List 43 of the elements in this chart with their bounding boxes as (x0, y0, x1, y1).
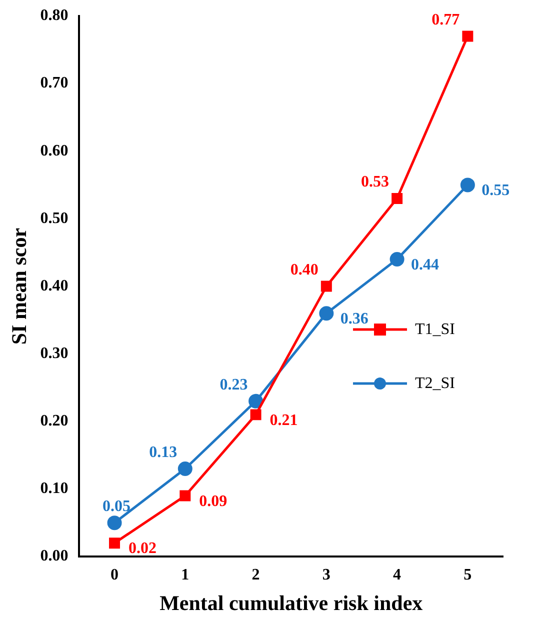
y-tick-label: 0.10 (40, 480, 68, 498)
y-tick-label: 0.20 (40, 412, 68, 430)
legend-label: T2_SI (415, 374, 455, 392)
point (462, 30, 474, 42)
point (107, 516, 122, 530)
y-tick-label: 0.00 (40, 548, 68, 565)
x-tick-label: 2 (252, 566, 260, 584)
point (109, 538, 120, 549)
data-label: 0.09 (199, 492, 228, 510)
x-tick-label: 4 (393, 566, 402, 584)
x-tick-label: 1 (181, 566, 190, 584)
y-tick-label: 0.60 (40, 142, 68, 160)
legend-label: T1_SI (415, 320, 455, 338)
data-label: 0.02 (128, 540, 157, 558)
x-tick-label: 5 (464, 566, 472, 584)
point (319, 306, 334, 321)
point (320, 280, 332, 292)
data-label: 0.77 (432, 11, 460, 28)
y-tick-label: 0.80 (40, 7, 68, 24)
data-label: 0.23 (220, 376, 248, 394)
data-label: 0.53 (361, 174, 390, 191)
data-label: 0.21 (270, 412, 298, 429)
data-label: 0.36 (340, 310, 368, 328)
data-label: 0.40 (290, 261, 318, 278)
x-tick-label: 0 (110, 566, 119, 584)
x-axis-title: Mental cumulative risk index (160, 590, 424, 615)
y-tick-label: 0.30 (40, 345, 68, 362)
y-axis-title: SI mean scor (7, 228, 32, 345)
point (392, 192, 403, 204)
data-label: 0.05 (102, 498, 131, 515)
point (460, 178, 475, 192)
point (178, 462, 192, 476)
point (248, 394, 264, 408)
data-label: 0.13 (149, 444, 178, 461)
point (180, 490, 191, 502)
point (390, 252, 404, 267)
data-label: 0.44 (411, 256, 440, 274)
y-tick-label: 0.50 (40, 210, 68, 227)
y-tick-label: 0.70 (40, 74, 68, 92)
point (250, 409, 262, 420)
y-tick-label: 0.40 (40, 277, 68, 294)
x-tick-label: 3 (322, 566, 330, 584)
data-label: 0.55 (482, 182, 510, 200)
